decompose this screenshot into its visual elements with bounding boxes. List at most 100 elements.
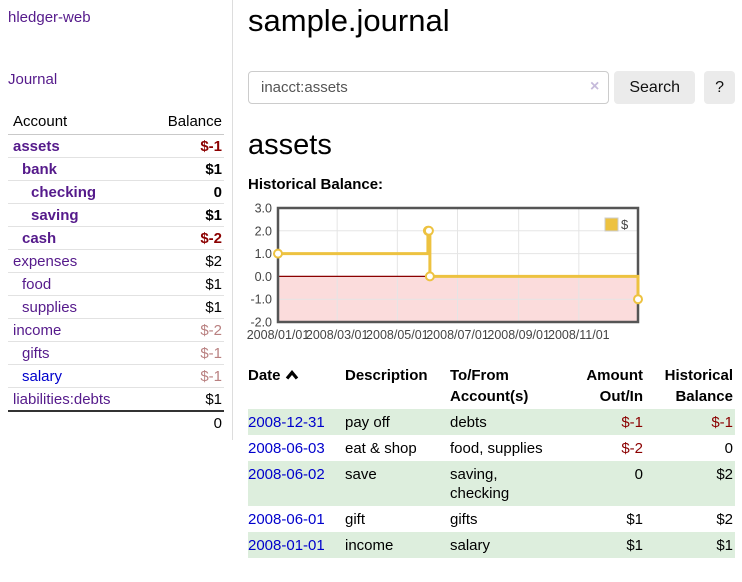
account-link[interactable]: supplies (22, 298, 78, 316)
register-amount: $-2 (621, 439, 643, 457)
account-link[interactable]: assets (13, 137, 60, 155)
account-link[interactable]: liabilities:debts (13, 390, 111, 408)
account-link[interactable]: gifts (22, 344, 50, 362)
account-link[interactable]: saving (31, 206, 79, 224)
accounts-col-balance: Balance (144, 111, 224, 135)
register-date-cell: 2008-06-01 (248, 506, 345, 532)
account-row: cash $-2 (8, 226, 224, 250)
account-row: supplies $1 (8, 295, 224, 319)
account-balance: $1 (144, 272, 224, 296)
account-link[interactable]: cash (22, 229, 57, 247)
account-row: income $-2 (8, 318, 224, 342)
account-row: checking 0 (8, 180, 224, 204)
account-name-cell: liabilities:debts (8, 387, 145, 412)
accounts-table-body: assets $-1 bank $1 checking 0 saving $1 cash $-2 e… (8, 134, 224, 434)
accounts-table: Account Balance assets $-1 bank $1 checking 0… (8, 111, 224, 434)
register-description: eat & shop (345, 439, 417, 457)
page-title: sample.journal (248, 3, 450, 38)
svg-text:2008/05/01: 2008/05/01 (366, 328, 429, 342)
account-name-cell: supplies (8, 295, 145, 319)
register-date-link[interactable]: 2008-01-01 (248, 536, 325, 554)
sidebar: hledger-web Journal Account Balance asse… (0, 0, 233, 440)
register-date-cell: 2008-01-01 (248, 532, 345, 558)
svg-text:2.0: 2.0 (255, 224, 272, 238)
register-col-amount-line2: Out/In (599, 388, 643, 405)
register-col-date-label: Date (248, 367, 281, 384)
account-balance: $-1 (144, 341, 224, 365)
account-link[interactable]: expenses (13, 252, 78, 270)
help-button[interactable]: ? (704, 71, 735, 104)
register-description: gift (345, 510, 366, 528)
svg-text:1.0: 1.0 (255, 247, 272, 261)
account-link[interactable]: bank (22, 160, 58, 178)
account-name-cell: expenses (8, 249, 145, 273)
journal-link[interactable]: Journal (8, 71, 58, 88)
register-balance: $2 (716, 510, 733, 528)
search-bar: × Search ? (248, 71, 735, 104)
svg-text:2008/09/01: 2008/09/01 (487, 328, 550, 342)
account-name-cell: food (8, 272, 145, 296)
register-description: save (345, 465, 377, 483)
register-date-link[interactable]: 2008-06-02 (248, 465, 325, 483)
account-heading: assets (248, 129, 332, 161)
account-link[interactable]: food (22, 275, 52, 293)
account-name-cell: cash (8, 226, 145, 250)
register-amount: $1 (626, 536, 643, 554)
account-row: salary $-1 (8, 364, 224, 388)
account-balance: $1 (144, 295, 224, 319)
account-row: gifts $-1 (8, 341, 224, 365)
account-name-cell: assets (8, 134, 145, 158)
historical-balance-chart: $3.0 2.0 1.0 0.0 -1.0 -2.0 2008/01/01 2008/03/0… (247, 202, 735, 344)
register-date-link[interactable]: 2008-06-03 (248, 439, 325, 457)
register-balance: $-1 (711, 413, 733, 431)
account-balance: $-1 (144, 364, 224, 388)
svg-text:2008/03/01: 2008/03/01 (306, 328, 369, 342)
register-row: 2008-01-01 income salary $1 $1 (248, 532, 735, 558)
search-button[interactable]: Search (614, 71, 696, 104)
register-description: income (345, 536, 394, 554)
chart-svg: $3.0 2.0 1.0 0.0 -1.0 -2.02008/01/012008/03/0… (247, 202, 643, 342)
main-content: sample.journal × Search ? assets Histori… (247, 0, 735, 558)
account-balance: $2 (144, 249, 224, 273)
register-description: pay off (345, 413, 390, 431)
account-row: expenses $2 (8, 249, 224, 273)
register-date-cell: 2008-06-02 (248, 461, 345, 506)
register-date-cell: 2008-12-31 (248, 409, 345, 435)
account-link[interactable]: salary (22, 367, 63, 385)
register-col-accounts-line2: Account(s) (450, 388, 529, 405)
register-accounts: salary (450, 536, 491, 554)
register-amount: $1 (626, 510, 643, 528)
account-name-cell: income (8, 318, 145, 342)
register-col-accounts-line1: To/From (450, 367, 509, 384)
register-header-row: Date Description To/From Account(s) Amoun… (248, 363, 735, 409)
account-row: saving $1 (8, 203, 224, 227)
register-amount: 0 (634, 465, 643, 483)
account-balance: $1 (144, 157, 224, 181)
register-date-link[interactable]: 2008-06-01 (248, 510, 325, 528)
account-row: food $1 (8, 272, 224, 296)
register-date-link[interactable]: 2008-12-31 (248, 413, 325, 431)
clear-search-icon[interactable]: × (590, 78, 600, 95)
search-input[interactable] (248, 71, 610, 104)
register-col-date[interactable]: Date (248, 363, 345, 409)
sort-ascending-icon (285, 365, 299, 386)
accounts-total-value: 0 (144, 410, 224, 434)
account-link[interactable]: checking (31, 183, 97, 201)
register-col-balance: Historical Balance (645, 363, 735, 409)
account-balance: $-2 (144, 226, 224, 250)
account-row: liabilities:debts $1 (8, 387, 224, 412)
app-title-link[interactable]: hledger-web (8, 9, 91, 26)
register-balance: 0 (724, 439, 733, 457)
accounts-total-row: 0 (8, 410, 224, 434)
register-accounts: debts (450, 413, 487, 431)
register-col-accounts: To/From Account(s) (450, 363, 578, 409)
account-balance: $1 (144, 203, 224, 227)
svg-text:0.0: 0.0 (255, 270, 272, 284)
account-link[interactable]: income (13, 321, 62, 339)
accounts-header-row: Account Balance (8, 111, 224, 135)
svg-text:2008/01/01: 2008/01/01 (247, 328, 310, 342)
accounts-total-spacer (8, 410, 145, 434)
register-balance: $1 (716, 536, 733, 554)
register-col-amount: Amount Out/In (578, 363, 645, 409)
register-balance: $2 (716, 465, 733, 483)
